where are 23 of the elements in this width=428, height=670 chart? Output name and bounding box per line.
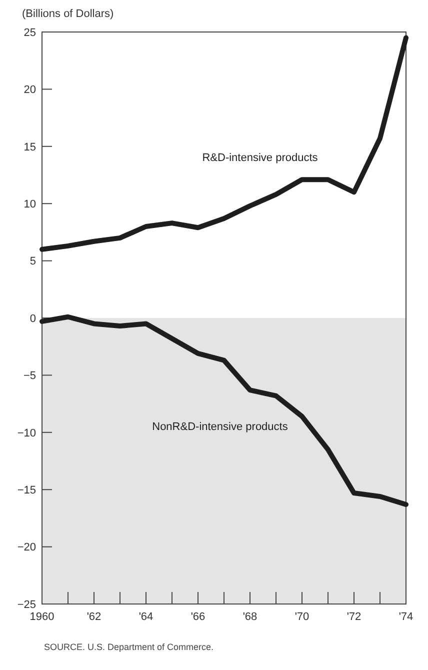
y-tick-label: 25 (24, 26, 36, 39)
y-tick-label: 10 (24, 198, 36, 210)
y-tick-label: −15 (17, 484, 36, 496)
x-tick-label: '70 (294, 611, 310, 623)
source-note: SOURCE. U.S. Department of Commerce. (44, 642, 214, 652)
x-tick-label: '72 (346, 611, 362, 623)
x-tick-label: '64 (138, 611, 154, 623)
y-tick-label: 20 (24, 84, 36, 96)
y-tick-label: −25 (17, 598, 36, 611)
y-tick-label: 15 (24, 141, 36, 154)
x-tick-label: 1960 (30, 611, 54, 623)
x-tick-label: '74 (398, 611, 414, 623)
y-tick-label: 5 (30, 256, 36, 268)
series-label: R&D-intensive products (202, 152, 318, 164)
x-tick-label: '62 (86, 611, 102, 623)
x-tick-label: '68 (242, 611, 258, 623)
y-tick-label: 0 (30, 312, 36, 325)
series-label: NonR&D-intensive products (152, 421, 288, 434)
y-tick-label: −5 (23, 370, 36, 382)
x-tick-label: '66 (190, 611, 206, 623)
y-tick-label: −10 (17, 427, 36, 440)
y-tick-label: −20 (17, 542, 36, 554)
y-axis-title: (Billions of Dollars) (22, 8, 114, 20)
